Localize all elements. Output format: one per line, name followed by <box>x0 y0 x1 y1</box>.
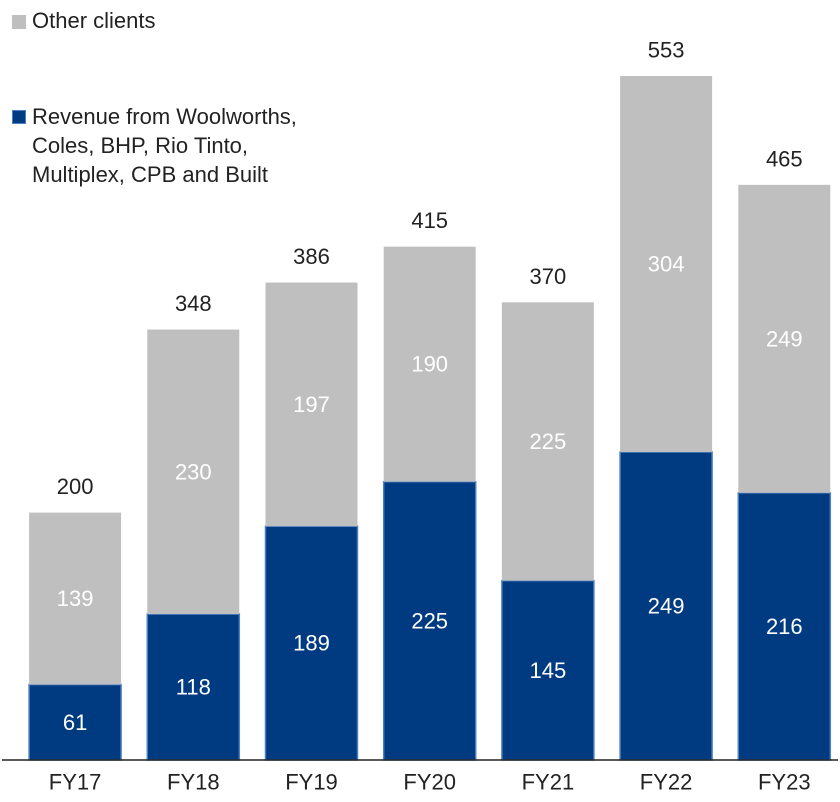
total-label-fy20: 415 <box>411 208 448 233</box>
bar-other-clients-fy22 <box>620 76 713 453</box>
legend-swatch-key-clients <box>12 110 26 124</box>
legend-label-line-2: Coles, BHP, Rio Tinto, <box>32 133 249 158</box>
total-label-fy22: 553 <box>648 38 685 63</box>
bar-other-clients-fy19 <box>265 282 358 527</box>
x-tick-label-fy18: FY18 <box>167 770 220 795</box>
value-label-other-clients-fy22: 304 <box>648 252 685 277</box>
x-tick-label-fy17: FY17 <box>49 770 102 795</box>
total-label-fy17: 200 <box>57 474 94 499</box>
total-label-fy18: 348 <box>175 291 212 316</box>
legend-item-key-clients: Revenue from Woolworths, Coles, BHP, Rio… <box>12 102 297 189</box>
value-label-key-clients-fy19: 189 <box>293 631 330 656</box>
value-label-other-clients-fy17: 139 <box>57 586 94 611</box>
bar-key-clients-fy17 <box>28 683 122 761</box>
value-label-key-clients-fy21: 145 <box>530 658 567 683</box>
legend-label-line-3: Multiplex, CPB and Built <box>32 162 268 187</box>
bar-other-clients-fy20 <box>383 246 476 482</box>
bars-group <box>28 76 832 761</box>
bar-key-clients-fy20 <box>382 480 477 761</box>
value-label-other-clients-fy20: 190 <box>411 352 448 377</box>
x-tick-label-fy22: FY22 <box>640 770 693 795</box>
value-label-other-clients-fy23: 249 <box>766 326 803 351</box>
bar-other-clients-fy17 <box>29 512 122 685</box>
value-label-key-clients-fy18: 118 <box>176 675 211 700</box>
bar-key-clients-fy19 <box>264 525 359 761</box>
x-tick-labels: FY17 FY18 FY19 FY20 FY21 FY22 FY23 <box>49 770 811 795</box>
bar-key-clients-fy23 <box>737 492 832 761</box>
legend-label-key-clients: Revenue from Woolworths, Coles, BHP, Rio… <box>32 102 297 189</box>
x-tick-label-fy21: FY21 <box>522 770 575 795</box>
bar-other-clients-fy18 <box>147 329 240 615</box>
legend-swatch-other-clients <box>12 15 26 29</box>
value-label-key-clients-fy20: 225 <box>411 608 448 633</box>
bar-key-clients-fy22 <box>619 451 713 761</box>
x-tick-label-fy19: FY19 <box>285 770 338 795</box>
value-label-other-clients-fy19: 197 <box>293 392 330 417</box>
bar-key-clients-fy21 <box>501 579 595 761</box>
value-label-key-clients-fy17: 61 <box>63 710 87 735</box>
x-tick-label-fy20: FY20 <box>403 770 456 795</box>
legend-label-line-1: Revenue from Woolworths, <box>32 104 297 129</box>
value-label-other-clients-fy21: 225 <box>530 429 567 454</box>
x-tick-label-fy23: FY23 <box>758 770 811 795</box>
legend-item-other-clients: Other clients <box>12 6 156 35</box>
labels-group: 61 139 200 118 230 348 189 197 386 225 190 415 145 22… <box>57 38 803 735</box>
total-label-fy19: 386 <box>293 244 330 269</box>
value-label-other-clients-fy18: 230 <box>175 459 212 484</box>
total-label-fy23: 465 <box>766 146 803 171</box>
legend-label-other-clients: Other clients <box>32 8 156 33</box>
value-label-key-clients-fy23: 216 <box>766 614 803 639</box>
bar-other-clients-fy23 <box>738 184 831 493</box>
total-label-fy21: 370 <box>530 264 567 289</box>
bar-other-clients-fy21 <box>501 302 594 581</box>
bar-key-clients-fy18 <box>146 613 241 761</box>
value-label-key-clients-fy22: 249 <box>648 594 685 619</box>
